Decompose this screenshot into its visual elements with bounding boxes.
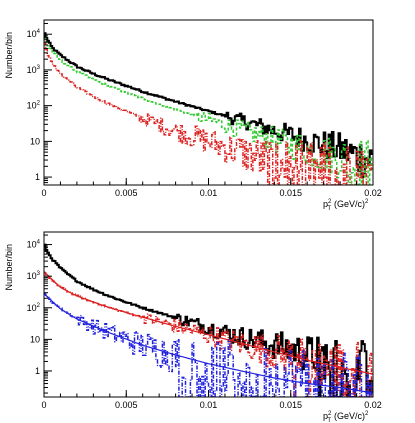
series-2-line bbox=[44, 42, 373, 185]
series-1-line bbox=[44, 37, 373, 185]
y-tick-label: 10 bbox=[30, 136, 40, 146]
series-group bbox=[44, 32, 373, 185]
x-tick-label: 0.015 bbox=[279, 188, 302, 198]
y-tick-label: 103 bbox=[27, 65, 41, 75]
x-tick-label: 0.01 bbox=[200, 400, 218, 410]
x-tick-label: 0.005 bbox=[115, 188, 138, 198]
series-0-line bbox=[44, 243, 373, 397]
y-tick-label: 1 bbox=[35, 172, 40, 182]
x-tick-label: 0 bbox=[41, 188, 46, 198]
y-tick-label: 104 bbox=[27, 29, 41, 39]
series-2-line bbox=[44, 293, 373, 397]
y-tick-label: 103 bbox=[27, 271, 41, 281]
y-axis-label: Number/bin bbox=[4, 244, 14, 291]
x-axis-label: p2 T (GeV/c)2 bbox=[323, 411, 369, 423]
series-3-line bbox=[44, 271, 373, 375]
x-tick-label: 0.02 bbox=[364, 188, 382, 198]
x-tick-label: 0.02 bbox=[364, 400, 382, 410]
x-axis-label: p2 T (GeV/c)2 bbox=[323, 199, 369, 212]
series-0-line bbox=[44, 32, 373, 178]
y-tick-label: 10 bbox=[30, 334, 40, 344]
x-tick-label: 0.005 bbox=[115, 400, 138, 410]
series-group bbox=[44, 243, 373, 397]
y-tick-label: 102 bbox=[27, 303, 41, 313]
y-tick-label: 104 bbox=[27, 240, 41, 250]
y-tick-label: 102 bbox=[27, 101, 41, 111]
y-axis-label: Number/bin bbox=[4, 32, 14, 79]
series-4-line bbox=[44, 293, 373, 394]
bottom-panel: 0 0.005 0.01 0.015 0.02 1 10 102 103 104 Number/bi… bbox=[4, 231, 382, 423]
x-tick-label: 0 bbox=[41, 400, 46, 410]
top-panel: 0 0.005 0.01 0.015 0.02 1 10 102 103 104 Number/bi… bbox=[4, 19, 382, 212]
x-tick-label: 0.015 bbox=[279, 400, 302, 410]
x-tick-label: 0.01 bbox=[200, 188, 218, 198]
y-tick-label: 1 bbox=[35, 366, 40, 376]
